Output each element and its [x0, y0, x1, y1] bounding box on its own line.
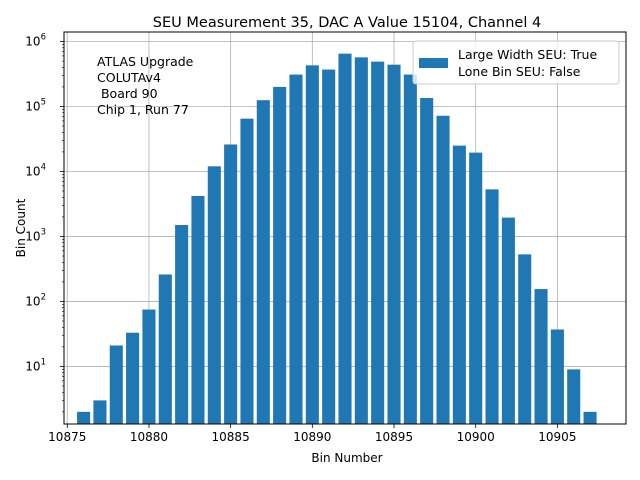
bar — [387, 64, 401, 424]
bar — [469, 152, 483, 424]
bar — [420, 98, 434, 424]
y-tick-exponent: 2 — [41, 292, 46, 302]
bar — [354, 57, 368, 424]
y-tick-label: 102 — [25, 292, 46, 308]
legend-entry: Large Width SEU: True — [458, 47, 597, 62]
y-tick-label: 105 — [25, 97, 46, 113]
plot-frame — [63, 31, 627, 425]
bar — [109, 345, 123, 424]
y-tick-exponent: 5 — [41, 97, 46, 107]
bar — [534, 289, 548, 424]
bar — [175, 225, 189, 424]
bar — [273, 86, 287, 424]
x-tick-label: 10895 — [375, 430, 413, 444]
y-tick-exponent: 4 — [41, 162, 46, 172]
y-tick-exponent: 1 — [41, 357, 46, 367]
chart-title: SEU Measurement 35, DAC A Value 15104, C… — [153, 15, 541, 31]
bar — [452, 145, 466, 424]
bar — [436, 115, 450, 425]
bar — [240, 118, 254, 425]
legend-frame — [412, 40, 620, 85]
bar — [583, 411, 597, 424]
bar — [126, 332, 140, 424]
bar — [518, 254, 532, 424]
annotation-line: COLUTAv4 — [97, 70, 161, 85]
annotation-line: ATLAS Upgrade — [97, 54, 194, 69]
bar — [305, 65, 319, 424]
legend-swatch — [419, 58, 448, 68]
bar — [289, 74, 303, 424]
x-tick-label: 10900 — [457, 430, 495, 444]
bar — [567, 369, 581, 424]
bar — [191, 195, 205, 424]
y-tick-base: 10 — [25, 229, 40, 243]
legend-entry: Lone Bin SEU: False — [458, 64, 581, 79]
x-tick-label: 10885 — [212, 430, 250, 444]
annotation-box: ATLAS Upgrade COLUTAv4 Board 90 Chip 1, … — [97, 54, 194, 117]
y-tick-base: 10 — [25, 294, 40, 308]
y-tick-exponent: 3 — [41, 227, 46, 237]
x-tick-label: 10875 — [48, 430, 86, 444]
y-tick-base: 10 — [25, 99, 40, 113]
y-tick-base: 10 — [25, 164, 40, 178]
x-axis-label: Bin Number — [311, 451, 382, 465]
x-tick-label: 10880 — [130, 430, 168, 444]
y-tick-exponent: 6 — [41, 32, 46, 42]
bar — [403, 74, 417, 424]
bars — [77, 53, 597, 425]
y-tick-base: 10 — [25, 359, 40, 373]
bar — [550, 329, 564, 424]
bar — [371, 61, 385, 424]
y-tick-label: 103 — [25, 227, 46, 243]
bar — [485, 189, 499, 424]
legend: Large Width SEU: True Lone Bin SEU: Fals… — [412, 40, 620, 85]
bar — [501, 217, 515, 424]
bar — [77, 411, 91, 424]
annotation-line: Chip 1, Run 77 — [97, 102, 189, 117]
bar — [224, 144, 238, 424]
bar — [322, 69, 336, 424]
bar — [158, 274, 172, 424]
x-tick-label: 10905 — [538, 430, 576, 444]
y-tick-label: 104 — [25, 162, 46, 178]
x-tick-label: 10890 — [293, 430, 331, 444]
y-tick-label: 106 — [25, 32, 46, 48]
bar — [256, 100, 270, 424]
y-tick-base: 10 — [25, 34, 40, 48]
y-tick-label: 101 — [25, 357, 46, 373]
bar — [142, 309, 156, 424]
y-axis-label: Bin Count — [14, 198, 28, 257]
bar — [338, 53, 352, 425]
bar — [93, 400, 107, 424]
bar — [207, 166, 221, 425]
ticks: 10875 10880 10885 10890 10895 10900 1090510110… — [25, 32, 576, 444]
annotation-line: Board 90 — [97, 86, 158, 101]
